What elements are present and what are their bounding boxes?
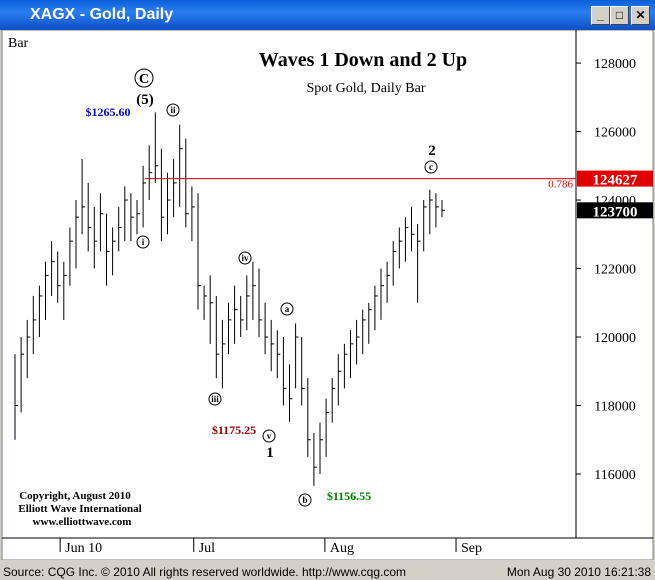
price-tag-label: 123700 — [593, 204, 638, 220]
chart-title: Waves 1 Down and 2 Up — [259, 49, 467, 71]
wave-circle — [166, 103, 180, 117]
wave-label: 2 — [428, 143, 436, 159]
minimize-button[interactable]: _ — [591, 6, 610, 25]
price-tag-label: 124627 — [593, 173, 639, 189]
wave-label: b — [302, 495, 307, 505]
price-tag — [577, 170, 653, 187]
close-button[interactable]: ✕ — [631, 6, 650, 25]
x-tick-label: Sep — [461, 541, 482, 556]
price-tag — [577, 202, 653, 219]
y-tick-label: 126000 — [594, 126, 636, 141]
wave-label: a — [285, 304, 290, 314]
wave-label: i — [142, 237, 145, 247]
wave-circle — [134, 68, 154, 88]
wave-circle — [424, 160, 438, 174]
wave-label: iii — [211, 394, 219, 404]
wave-circle — [298, 493, 312, 507]
y-tick-label: 118000 — [594, 400, 635, 415]
chart-area — [1, 30, 654, 560]
status-time: Mon Aug 30 2010 16:21:38 — [506, 565, 651, 579]
x-tick-label: Jul — [199, 541, 215, 556]
x-tick-label: Jun 10 — [65, 541, 102, 556]
wave-label: v — [267, 431, 272, 441]
wave-label: c — [429, 162, 433, 172]
wave-label: C — [139, 72, 149, 87]
window-title: XAGX - Gold, Daily — [30, 6, 174, 23]
wave-label: ii — [170, 105, 176, 115]
y-tick-label: 116000 — [594, 468, 635, 483]
status-bar: Source: CQG Inc. © 2010 All rights reser… — [0, 562, 655, 580]
y-tick-label: 122000 — [594, 263, 636, 278]
wave-circle — [136, 235, 150, 249]
wave-circle — [238, 251, 252, 265]
price-annotation: $1156.55 — [327, 489, 371, 503]
wave-circle — [208, 392, 222, 406]
chart-label: Bar — [8, 36, 29, 51]
price-annotation: $1265.60 — [86, 105, 131, 119]
chart: Bar Waves 1 Down and 2 Up Spot Gold, Dai… — [1, 30, 654, 560]
price-annotation: $1175.25 — [212, 423, 256, 437]
copyright-line: www.elliottwave.com — [33, 516, 132, 528]
y-tick-label: 120000 — [594, 331, 636, 346]
title-bar: XAGX - Gold, Daily _ □ ✕ — [0, 0, 655, 30]
wave-label: iv — [241, 253, 249, 263]
wave-circle — [262, 429, 276, 443]
wave-label: (5) — [136, 92, 154, 108]
status-source: Source: CQG Inc. © 2010 All rights reser… — [3, 565, 407, 579]
y-tick-label: 128000 — [594, 57, 636, 72]
chart-subtitle: Spot Gold, Daily Bar — [307, 81, 426, 96]
wave-circle — [280, 302, 294, 316]
copyright-line: Copyright, August 2010 — [19, 490, 131, 502]
x-tick-label: Aug — [330, 541, 354, 556]
wave-label: 1 — [266, 445, 274, 461]
maximize-button[interactable]: □ — [610, 6, 629, 25]
level-ratio: 0.786 — [548, 179, 573, 191]
copyright-line: Elliott Wave International — [18, 503, 141, 515]
